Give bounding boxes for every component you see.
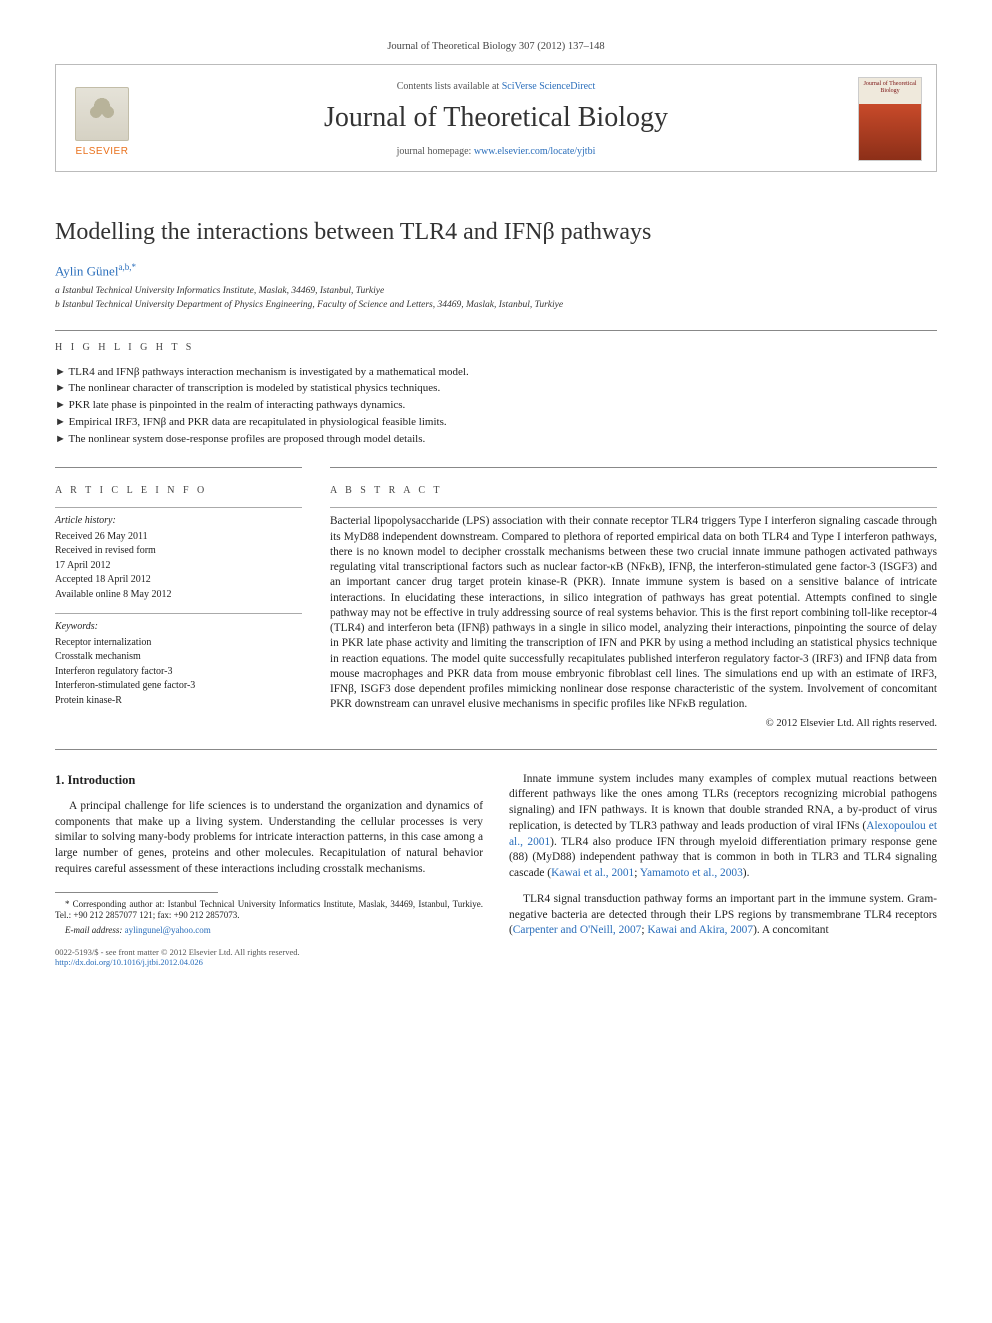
body-columns: 1. Introduction A principal challenge fo… bbox=[55, 772, 937, 968]
abstract-label: A B S T R A C T bbox=[330, 484, 937, 498]
highlight-item: Empirical IRF3, IFNβ and PKR data are re… bbox=[55, 415, 937, 430]
contents-lists-line: Contents lists available at SciVerse Sci… bbox=[150, 80, 842, 94]
journal-header: ELSEVIER Contents lists available at Sci… bbox=[55, 64, 937, 172]
author-line: Aylin Günela,b,* bbox=[55, 261, 937, 280]
history-head: Article history: bbox=[55, 514, 302, 528]
abstract-copyright: © 2012 Elsevier Ltd. All rights reserved… bbox=[330, 717, 937, 731]
rule bbox=[55, 613, 302, 614]
homepage-url[interactable]: www.elsevier.com/locate/yjtbi bbox=[474, 146, 596, 157]
article-title: Modelling the interactions between TLR4 … bbox=[55, 216, 937, 248]
elsevier-tree-icon bbox=[75, 87, 129, 141]
history-line: 17 April 2012 bbox=[55, 559, 302, 573]
info-abstract-row: A R T I C L E I N F O Article history: R… bbox=[55, 484, 937, 731]
intro-heading: 1. Introduction bbox=[55, 772, 483, 789]
rule bbox=[330, 467, 937, 468]
rule bbox=[55, 330, 937, 331]
rule bbox=[55, 749, 937, 750]
cover-title: Journal of Theoretical Biology bbox=[859, 78, 921, 104]
rule bbox=[330, 507, 937, 508]
citation-link[interactable]: Kawai and Akira, 2007 bbox=[647, 924, 753, 936]
elsevier-wordmark: ELSEVIER bbox=[76, 145, 129, 159]
footnotes: * Corresponding author at: Istanbul Tech… bbox=[55, 899, 483, 937]
homepage-line: journal homepage: www.elsevier.com/locat… bbox=[150, 145, 842, 159]
article-history: Article history: Received 26 May 2011 Re… bbox=[55, 514, 302, 601]
history-line: Accepted 18 April 2012 bbox=[55, 573, 302, 587]
email-label: E-mail address: bbox=[65, 925, 125, 935]
author-sup: a,b,* bbox=[118, 262, 136, 272]
email-line: E-mail address: aylingunel@yahoo.com bbox=[55, 925, 483, 937]
sciencedirect-link[interactable]: SciVerse ScienceDirect bbox=[502, 81, 596, 92]
front-matter-line: 0022-5193/$ - see front matter © 2012 El… bbox=[55, 947, 483, 958]
history-line: Received in revised form bbox=[55, 544, 302, 558]
keywords-block: Keywords: Receptor internalization Cross… bbox=[55, 620, 302, 707]
keyword: Interferon regulatory factor-3 bbox=[55, 665, 302, 679]
history-line: Received 26 May 2011 bbox=[55, 530, 302, 544]
journal-name: Journal of Theoretical Biology bbox=[150, 99, 842, 137]
homepage-prefix: journal homepage: bbox=[397, 146, 474, 157]
bottom-meta: 0022-5193/$ - see front matter © 2012 El… bbox=[55, 947, 483, 968]
highlights-section: H I G H L I G H T S TLR4 and IFNβ pathwa… bbox=[55, 341, 937, 447]
highlight-item: The nonlinear system dose-response profi… bbox=[55, 432, 937, 447]
citation-link[interactable]: Kawai et al., 2001 bbox=[551, 867, 634, 879]
intro-p3: TLR4 signal transduction pathway forms a… bbox=[509, 892, 937, 939]
author-name[interactable]: Aylin Günel bbox=[55, 263, 118, 278]
history-line: Available online 8 May 2012 bbox=[55, 588, 302, 602]
corresponding-author: * Corresponding author at: Istanbul Tech… bbox=[55, 899, 483, 922]
citation-link[interactable]: Yamamoto et al., 2003 bbox=[640, 867, 743, 879]
cover-art bbox=[859, 104, 921, 160]
abstract-text: Bacterial lipopolysaccharide (LPS) assoc… bbox=[330, 514, 937, 712]
affiliation-a: a Istanbul Technical University Informat… bbox=[55, 285, 937, 298]
highlight-item: PKR late phase is pinpointed in the real… bbox=[55, 398, 937, 413]
doi-link[interactable]: http://dx.doi.org/10.1016/j.jtbi.2012.04… bbox=[55, 957, 483, 968]
abstract-col: A B S T R A C T Bacterial lipopolysaccha… bbox=[330, 484, 937, 731]
citation-link[interactable]: Carpenter and O'Neill, 2007 bbox=[513, 924, 642, 936]
text: ). A concomitant bbox=[753, 924, 829, 936]
highlight-item: The nonlinear character of transcription… bbox=[55, 381, 937, 396]
keyword: Crosstalk mechanism bbox=[55, 650, 302, 664]
intro-p1: A principal challenge for life sciences … bbox=[55, 799, 483, 878]
keyword: Receptor internalization bbox=[55, 636, 302, 650]
rule bbox=[55, 507, 302, 508]
highlights-label: H I G H L I G H T S bbox=[55, 341, 937, 355]
contents-prefix: Contents lists available at bbox=[397, 81, 502, 92]
keyword: Protein kinase-R bbox=[55, 694, 302, 708]
footnote-rule bbox=[55, 892, 218, 893]
rule bbox=[55, 467, 302, 468]
author-email[interactable]: aylingunel@yahoo.com bbox=[125, 925, 211, 935]
top-citation: Journal of Theoretical Biology 307 (2012… bbox=[55, 40, 937, 54]
elsevier-logo: ELSEVIER bbox=[70, 80, 134, 158]
article-info-label: A R T I C L E I N F O bbox=[55, 484, 302, 498]
journal-cover-thumb: Journal of Theoretical Biology bbox=[858, 77, 922, 161]
article-info-col: A R T I C L E I N F O Article history: R… bbox=[55, 484, 302, 731]
header-center: Contents lists available at SciVerse Sci… bbox=[150, 80, 842, 159]
keywords-head: Keywords: bbox=[55, 620, 302, 634]
text: ). bbox=[743, 867, 750, 879]
highlight-item: TLR4 and IFNβ pathways interaction mecha… bbox=[55, 365, 937, 380]
intro-p2: Innate immune system includes many examp… bbox=[509, 772, 937, 882]
keyword: Interferon-stimulated gene factor-3 bbox=[55, 679, 302, 693]
affiliation-b: b Istanbul Technical University Departme… bbox=[55, 299, 937, 312]
highlights-list: TLR4 and IFNβ pathways interaction mecha… bbox=[55, 365, 937, 447]
